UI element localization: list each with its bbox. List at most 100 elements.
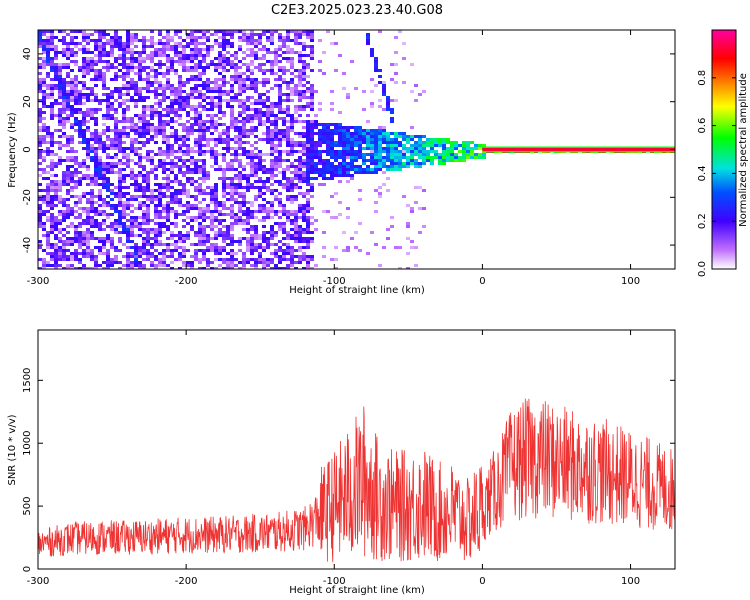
heatmap-cell	[126, 81, 130, 84]
heatmap-cell	[262, 30, 266, 33]
heatmap-cell	[146, 57, 150, 60]
heatmap-cell	[50, 195, 54, 198]
heatmap-cell	[38, 213, 42, 216]
heatmap-cell	[294, 36, 298, 39]
heatmap-cell	[178, 150, 182, 153]
heatmap-cell	[302, 171, 306, 174]
heatmap-cell	[294, 186, 298, 189]
heatmap-cell	[242, 123, 246, 126]
heatmap-cell	[106, 267, 110, 269]
heatmap-cell	[90, 156, 94, 159]
heatmap-cell	[182, 213, 186, 216]
heatmap-cell	[310, 57, 314, 60]
heatmap-cell	[90, 111, 94, 114]
heatmap-cell	[94, 159, 98, 162]
heatmap-cell	[154, 255, 158, 258]
heatmap-cell	[102, 219, 106, 222]
heatmap-cell	[226, 228, 230, 231]
heatmap-cell	[242, 168, 246, 171]
heatmap-cell	[146, 174, 150, 177]
heatmap-cell	[330, 42, 334, 45]
heatmap-cell	[290, 252, 294, 255]
heatmap-cell	[270, 51, 274, 54]
heatmap-cell	[418, 165, 422, 168]
heatmap-cell	[286, 165, 290, 168]
heatmap-cell	[202, 213, 206, 216]
heatmap-cell	[222, 42, 226, 45]
heatmap-cell	[298, 186, 302, 189]
heatmap-cell	[82, 36, 86, 39]
heatmap-cell	[254, 249, 258, 252]
heatmap-cell	[46, 210, 50, 213]
heatmap-cell	[386, 189, 390, 192]
heatmap-cell	[230, 237, 234, 240]
heatmap-cell	[190, 255, 194, 258]
heatmap-cell	[310, 87, 314, 90]
heatmap-cell	[190, 48, 194, 51]
heatmap-cell	[98, 48, 102, 51]
heatmap-cell	[158, 51, 162, 54]
heatmap-cell	[54, 216, 58, 219]
heatmap-cell	[146, 183, 150, 186]
heatmap-cell	[54, 174, 58, 177]
heatmap-cell	[90, 90, 94, 93]
heatmap-cell	[86, 93, 90, 96]
heatmap-cell	[302, 75, 306, 78]
heatmap-cell	[314, 120, 318, 123]
heatmap-cell	[198, 222, 202, 225]
heatmap-cell	[150, 66, 154, 69]
heatmap-cell	[86, 234, 90, 237]
heatmap-cell	[254, 237, 258, 240]
heatmap-cell	[306, 75, 310, 78]
heatmap-cell	[146, 141, 150, 144]
heatmap-cell	[394, 51, 398, 54]
heatmap-cell	[106, 177, 110, 180]
heatmap-cell	[338, 153, 342, 156]
heatmap-cell	[270, 177, 274, 180]
heatmap-cell	[142, 189, 146, 192]
heatmap-cell	[66, 51, 70, 54]
heatmap-cell	[54, 186, 58, 189]
heatmap-cell	[290, 78, 294, 81]
heatmap-cell	[302, 69, 306, 72]
heatmap-cell	[130, 147, 134, 150]
heatmap-cell	[238, 267, 242, 269]
heatmap-cell	[178, 96, 182, 99]
heatmap-cell	[334, 246, 338, 249]
heatmap-cell	[142, 69, 146, 72]
heatmap-cell	[310, 99, 314, 102]
heatmap-cell	[74, 240, 78, 243]
heatmap-cell	[398, 150, 402, 153]
heatmap-cell	[102, 81, 106, 84]
heatmap-cell	[138, 72, 142, 75]
heatmap-cell	[78, 231, 82, 234]
heatmap-cell	[410, 135, 414, 138]
heatmap-cell	[186, 102, 190, 105]
heatmap-cell	[110, 258, 114, 261]
heatmap-cell	[230, 138, 234, 141]
heatmap-cell	[82, 69, 86, 72]
heatmap-cell	[194, 42, 198, 45]
heatmap-cell	[86, 252, 90, 255]
heatmap-cell	[270, 144, 274, 147]
heatmap-cell	[166, 243, 170, 246]
heatmap-cell	[234, 183, 238, 186]
heatmap-cell	[310, 54, 314, 57]
heatmap-cell	[118, 48, 122, 51]
heatmap-cell	[274, 267, 278, 269]
heatmap-cell	[306, 132, 310, 135]
heatmap-cell	[270, 33, 274, 36]
heatmap-cell	[318, 108, 322, 111]
heatmap-cell	[178, 54, 182, 57]
heatmap-cell	[74, 180, 78, 183]
heatmap-cell	[258, 93, 262, 96]
heatmap-cell	[178, 213, 182, 216]
heatmap-cell	[386, 105, 390, 108]
heatmap-cell	[286, 96, 290, 99]
heatmap-cell	[154, 81, 158, 84]
heatmap-cell	[66, 72, 70, 75]
heatmap-cell	[230, 204, 234, 207]
heatmap-cell	[334, 153, 338, 156]
heatmap-cell	[226, 39, 230, 42]
heatmap-cell	[94, 39, 98, 42]
